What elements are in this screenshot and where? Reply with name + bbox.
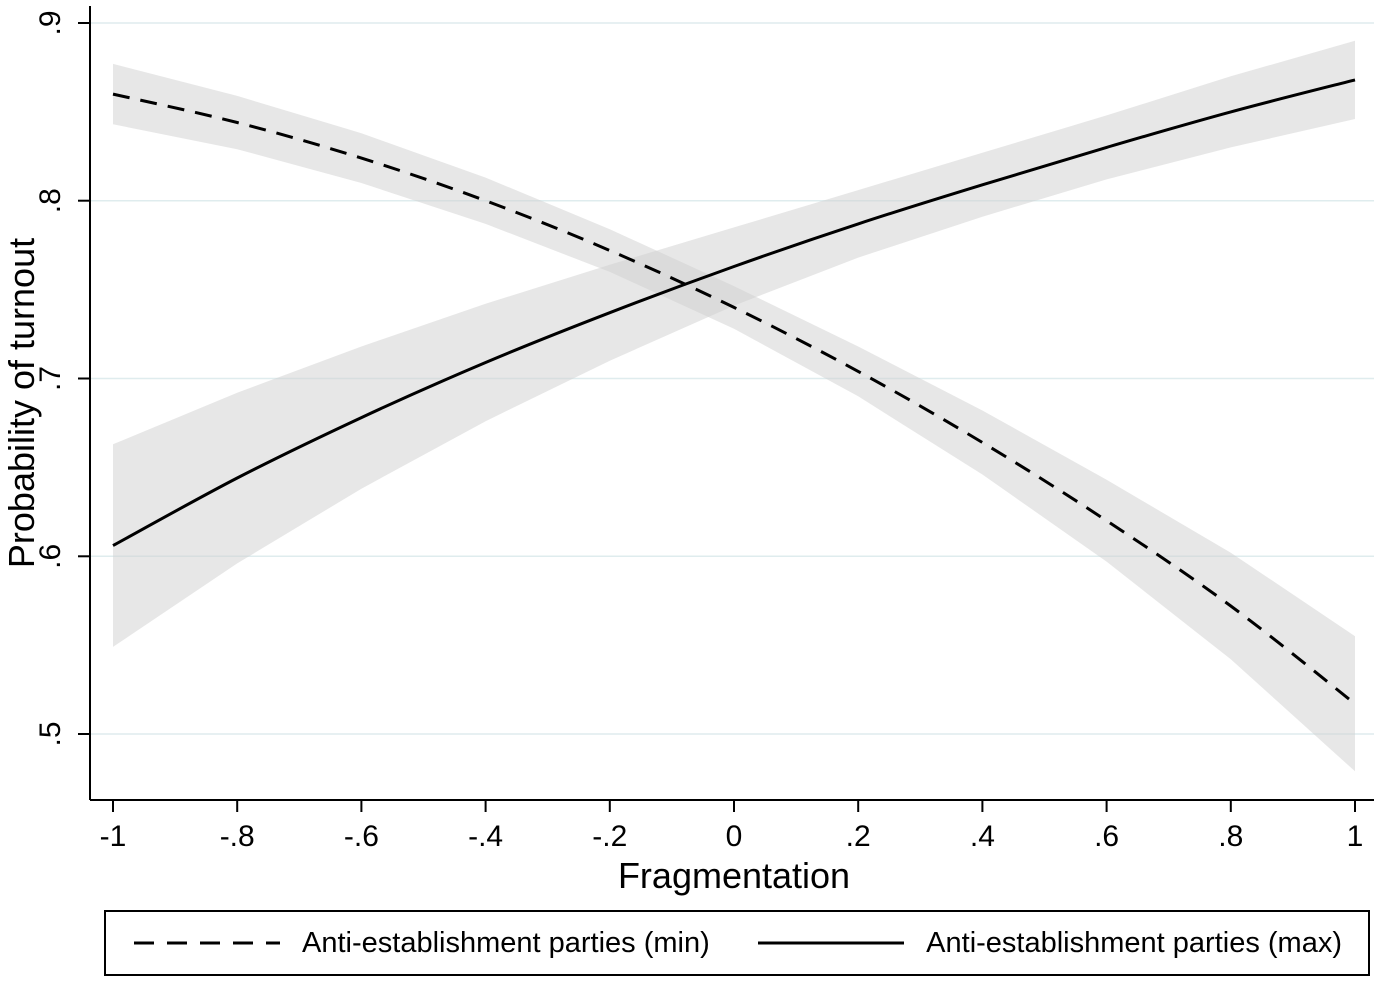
x-tick-label: -.2	[592, 820, 627, 853]
x-tick-label: -.4	[468, 820, 503, 853]
ci-band-min	[113, 63, 1355, 772]
solid-line-key-icon	[758, 941, 905, 945]
legend-box: Anti-establishment parties (min) Anti-es…	[104, 910, 1370, 976]
x-tick-label: .2	[846, 820, 871, 853]
x-tick-label: .8	[1218, 820, 1243, 853]
y-tick-label: .6	[34, 544, 67, 569]
x-axis-title: Fragmentation	[618, 855, 850, 896]
y-axis-title: Probability of turnout	[1, 238, 42, 568]
legend-item-min: Anti-establishment parties (min)	[132, 927, 710, 960]
legend-item-max: Anti-establishment parties (max)	[756, 927, 1342, 960]
x-tick-label: 0	[726, 820, 743, 853]
y-tick-label: .8	[34, 188, 67, 213]
legend-label-min: Anti-establishment parties (min)	[302, 926, 710, 959]
x-tick-label: .6	[1094, 820, 1119, 853]
x-tick-label: -.6	[344, 820, 379, 853]
legend-label-max: Anti-establishment parties (max)	[926, 926, 1342, 959]
x-tick-label: -.8	[220, 820, 255, 853]
y-tick-label: .7	[34, 366, 67, 391]
series-line-max	[112, 78, 1356, 547]
x-tick-label: -1	[100, 820, 127, 853]
ci-band-max	[113, 40, 1355, 647]
x-tick-label: .4	[970, 820, 995, 853]
y-tick-label: .9	[34, 10, 67, 35]
dashed-line-key-icon	[134, 941, 280, 945]
y-tick-label: .5	[34, 721, 67, 746]
turnout-chart-svg: .5 .6 .7 .8 .9 -1 -.8 -.6 -.4 -.2 0 .2 .4 .6 .8 1 Probab…	[1, 6, 1374, 896]
x-tick-label: 1	[1347, 820, 1364, 853]
